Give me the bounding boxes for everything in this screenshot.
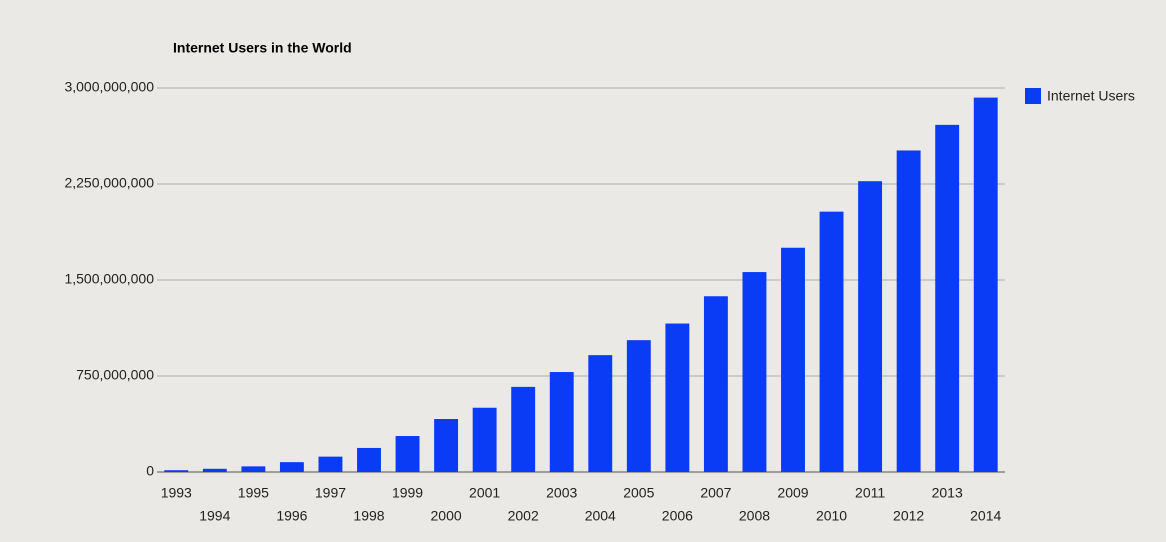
y-tick-label: 2,250,000,000 [64, 175, 154, 191]
bar [472, 407, 497, 472]
bar [164, 470, 189, 472]
bar [703, 296, 728, 472]
x-tick-label: 2010 [816, 508, 847, 524]
bar [549, 372, 574, 472]
bar [588, 355, 613, 472]
x-tick-label: 2000 [431, 508, 462, 524]
x-tick-label: 2005 [623, 485, 654, 501]
legend-label: Internet Users [1047, 88, 1135, 104]
bar [434, 419, 459, 472]
x-tick-label: 2012 [893, 508, 924, 524]
x-tick-label: 1993 [161, 485, 192, 501]
bar [626, 340, 651, 472]
x-tick-label: 2007 [700, 485, 731, 501]
y-tick-label: 1,500,000,000 [64, 271, 154, 287]
x-tick-label: 1996 [276, 508, 307, 524]
x-tick-label: 1997 [315, 485, 346, 501]
bar [665, 323, 690, 472]
bar [935, 124, 960, 472]
bar [819, 211, 844, 472]
legend-swatch [1025, 88, 1041, 104]
x-tick-label: 2006 [662, 508, 693, 524]
y-tick-label: 750,000,000 [76, 367, 154, 383]
bar [318, 456, 343, 472]
x-tick-label: 1999 [392, 485, 423, 501]
x-tick-label: 1995 [238, 485, 269, 501]
bar [202, 468, 227, 472]
bar [241, 466, 266, 472]
x-tick-label: 1998 [353, 508, 384, 524]
x-tick-label: 2011 [855, 485, 885, 501]
x-tick-label: 2001 [469, 485, 500, 501]
x-tick-label: 2004 [585, 508, 616, 524]
chart-title: Internet Users in the World [173, 40, 352, 56]
bar [395, 436, 420, 472]
x-tick-label: 2009 [777, 485, 808, 501]
y-tick-label: 0 [146, 463, 154, 479]
bar [896, 150, 921, 473]
x-tick-label: 2008 [739, 508, 770, 524]
y-tick-label: 3,000,000,000 [64, 79, 154, 95]
bar [357, 447, 381, 472]
x-tick-label: 1994 [199, 508, 230, 524]
bar [279, 462, 304, 472]
bar [511, 386, 536, 472]
x-tick-label: 2002 [508, 508, 539, 524]
bar [973, 97, 998, 472]
bar [781, 247, 805, 472]
x-tick-label: 2003 [546, 485, 577, 501]
x-tick-label: 2014 [970, 508, 1001, 524]
bar [742, 272, 767, 472]
x-tick-label: 2013 [932, 485, 963, 501]
bar [858, 181, 883, 472]
